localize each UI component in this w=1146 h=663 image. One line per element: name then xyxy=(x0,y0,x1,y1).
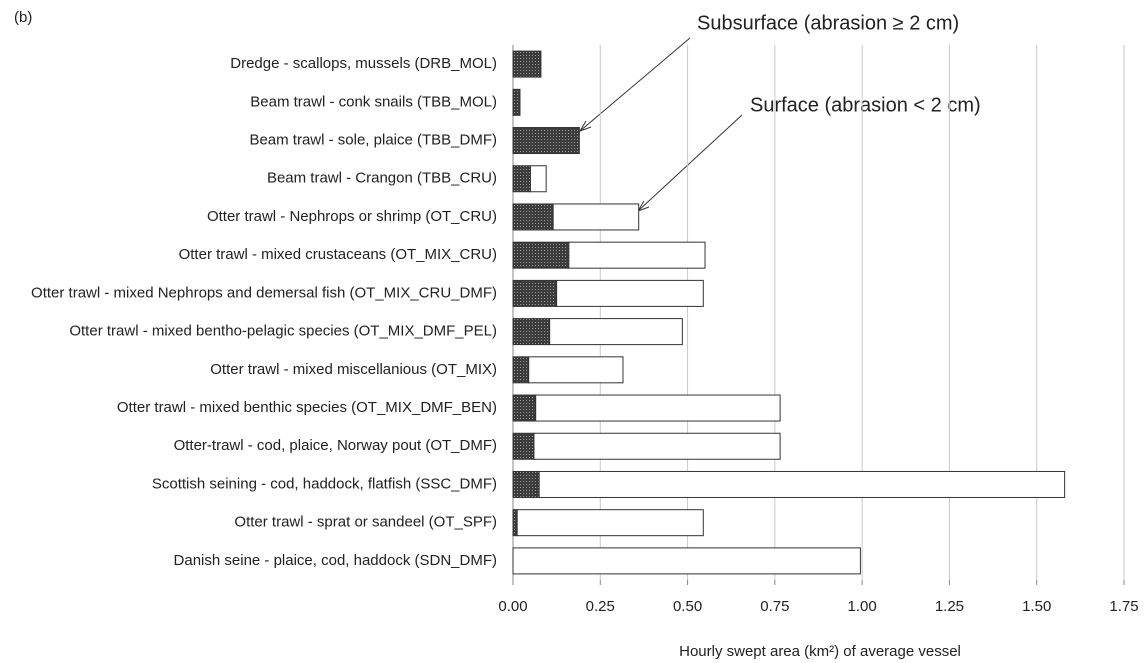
bar-segment xyxy=(512,165,531,193)
bar-segment xyxy=(512,432,535,460)
bar-segment xyxy=(552,203,640,231)
x-tick-label: 0.75 xyxy=(760,598,789,615)
bar-segment xyxy=(528,356,624,384)
bar-segment xyxy=(512,509,518,537)
y-tick-label: Otter trawl - Nephrops or shrimp (OT_CRU… xyxy=(207,208,497,225)
y-tick-label: Otter trawl - mixed bentho-pelagic speci… xyxy=(69,323,497,340)
annotation-surface: Surface (abrasion < 2 cm) xyxy=(750,94,981,116)
arrow-head xyxy=(578,120,592,132)
x-axis-title: Hourly swept area (km²) of average vesse… xyxy=(679,643,961,660)
y-tick-label: Otter trawl - mixed miscellanious (OT_MI… xyxy=(210,361,497,378)
bar-segment xyxy=(512,318,551,346)
x-tick-label: 1.00 xyxy=(848,598,877,615)
y-tick-label: Otter trawl - mixed Nephrops and demersa… xyxy=(31,284,497,301)
y-tick-label: Beam trawl - Crangon (TBB_CRU) xyxy=(267,170,497,187)
x-tick-label: 1.25 xyxy=(935,598,964,615)
y-tick-label: Beam trawl - sole, plaice (TBB_DMF) xyxy=(249,132,497,149)
annotation-arrow xyxy=(637,114,743,212)
x-tick-label: 0.50 xyxy=(673,598,702,615)
y-tick-label: Dredge - scallops, mussels (DRB_MOL) xyxy=(230,55,497,72)
x-tick-label: 0.25 xyxy=(586,598,615,615)
x-tick-label: 0.00 xyxy=(498,598,527,615)
x-tick-label: 1.50 xyxy=(1022,598,1051,615)
y-tick-label: Otter trawl - mixed benthic species (OT_… xyxy=(117,399,497,416)
y-tick-label: Beam trawl - conk snails (TBB_MOL) xyxy=(250,93,497,110)
bar-segment xyxy=(512,50,542,78)
y-tick-label: Otter-trawl - cod, plaice, Norway pout (… xyxy=(174,437,497,454)
bar-segment xyxy=(533,432,781,460)
bar-segment xyxy=(512,356,530,384)
bar-segment xyxy=(549,318,683,346)
y-tick-label: Danish seine - plaice, cod, haddock (SDN… xyxy=(174,552,497,569)
bar-segment xyxy=(512,394,537,422)
bar-segment xyxy=(516,509,704,537)
bar-segment xyxy=(512,127,580,155)
bar-segment xyxy=(512,279,558,307)
annotation-arrow xyxy=(579,37,691,132)
panel-label: (b) xyxy=(14,9,32,26)
bar-segment xyxy=(512,241,570,269)
y-tick-label: Scottish seining - cod, haddock, flatfis… xyxy=(152,475,497,492)
bar-segment xyxy=(512,88,521,116)
annotation-subsurface: Subsurface (abrasion ≥ 2 cm) xyxy=(697,12,959,34)
bar-segment xyxy=(512,547,861,575)
bar-segment xyxy=(529,165,547,193)
bar-segment xyxy=(512,203,554,231)
y-tick-label: Otter trawl - mixed crustaceans (OT_MIX_… xyxy=(179,246,497,263)
bar-segment xyxy=(568,241,706,269)
bar-segment xyxy=(556,279,704,307)
x-tick-label: 1.75 xyxy=(1109,598,1138,615)
bar-segment xyxy=(512,470,540,498)
bar-segment xyxy=(538,470,1066,498)
y-tick-label: Otter trawl - sprat or sandeel (OT_SPF) xyxy=(234,514,497,531)
bar-segment xyxy=(535,394,781,422)
